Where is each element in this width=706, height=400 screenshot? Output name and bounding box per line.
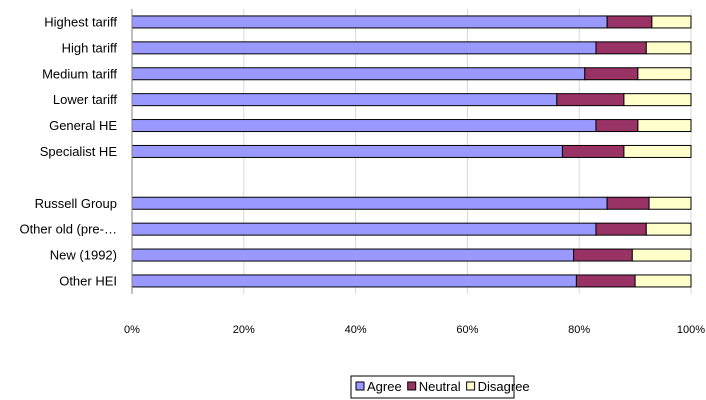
- bar-disagree: [645, 41, 692, 55]
- bar-agree: [131, 93, 558, 107]
- category-labels: Highest tariff High tariff Medium tariff Lo…: [19, 14, 117, 288]
- category-label: Russell Group: [35, 196, 117, 211]
- bar-agree: [131, 144, 563, 158]
- bar-neutral: [561, 144, 625, 158]
- x-tick-label: 100%: [677, 324, 705, 336]
- bar-neutral: [575, 274, 636, 288]
- bar-neutral: [595, 41, 647, 55]
- bar-neutral: [595, 119, 639, 133]
- legend-label-disagree: Disagree: [478, 379, 530, 394]
- legend: Agree Neutral Disagree: [350, 375, 530, 399]
- bar-neutral: [573, 248, 633, 262]
- category-label: Specialist HE: [40, 144, 118, 159]
- bar-agree: [131, 222, 597, 236]
- bar-disagree: [637, 67, 692, 81]
- category-label: Other HEI: [59, 273, 117, 288]
- bar-neutral: [606, 15, 653, 29]
- x-axis-ticks: 0% 20% 40% 60% 80% 100%: [124, 324, 705, 336]
- category-label: Lower tariff: [53, 92, 117, 107]
- bar-agree: [131, 15, 608, 29]
- bar-neutral: [584, 67, 639, 81]
- category-label: New (1992): [50, 248, 117, 263]
- bar-agree: [131, 119, 597, 133]
- bar-agree: [131, 67, 586, 81]
- bar-agree: [131, 41, 597, 55]
- category-label: Other old (pre-…: [19, 222, 117, 237]
- bar-neutral: [606, 196, 650, 210]
- bar-disagree: [623, 93, 692, 107]
- x-tick-label: 60%: [456, 324, 478, 336]
- bar-disagree: [631, 248, 692, 262]
- x-tick-label: 80%: [568, 324, 590, 336]
- category-label: Highest tariff: [44, 14, 117, 29]
- category-label: Medium tariff: [42, 66, 117, 81]
- x-tick-label: 0%: [124, 324, 140, 336]
- x-tick-label: 20%: [233, 324, 255, 336]
- category-label: High tariff: [62, 40, 118, 55]
- bar-disagree: [623, 144, 692, 158]
- bar-disagree: [645, 222, 692, 236]
- legend-swatch-neutral: [407, 381, 417, 391]
- bar-disagree: [651, 15, 692, 29]
- bar-disagree: [634, 274, 692, 288]
- bar-disagree: [648, 196, 692, 210]
- bar-neutral: [556, 93, 625, 107]
- x-tick-label: 40%: [345, 324, 367, 336]
- bar-neutral: [595, 222, 647, 236]
- legend-label-agree: Agree: [367, 379, 402, 394]
- bars: [131, 15, 692, 288]
- category-label: General HE: [49, 118, 117, 133]
- bar-agree: [131, 274, 577, 288]
- legend-swatch-disagree: [466, 381, 476, 391]
- legend-label-neutral: Neutral: [419, 379, 461, 394]
- bar-agree: [131, 248, 575, 262]
- legend-swatch-agree: [355, 381, 365, 391]
- bar-disagree: [637, 119, 692, 133]
- bar-agree: [131, 196, 608, 210]
